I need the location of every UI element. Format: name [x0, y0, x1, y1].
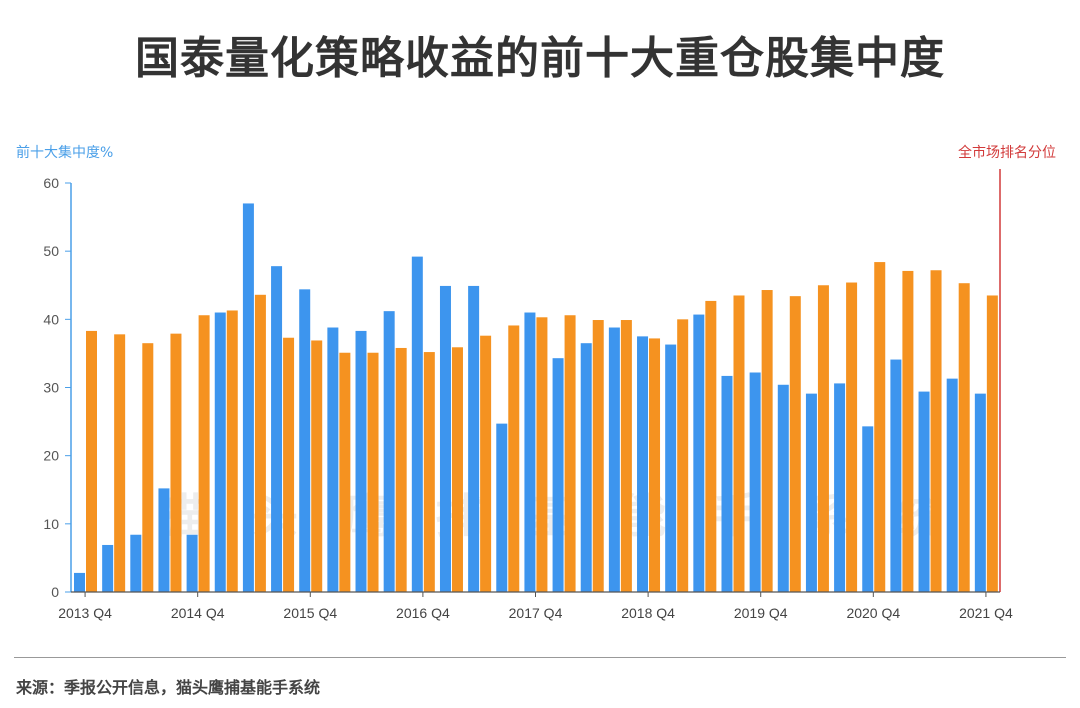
blue-bar [496, 423, 508, 592]
x-tick-label: 2019 Q4 [734, 605, 788, 621]
x-tick-label: 2013 Q4 [58, 605, 112, 621]
orange-bar [733, 295, 745, 592]
blue-bar [411, 256, 423, 592]
blue-bar [862, 426, 874, 592]
orange-bar [311, 340, 323, 592]
orange-bar [451, 347, 463, 592]
blue-bar [214, 312, 226, 592]
orange-bar [789, 296, 801, 592]
orange-bar [170, 333, 182, 592]
blue-bar [271, 266, 283, 592]
blue-bar [580, 343, 592, 592]
orange-bar [339, 352, 351, 592]
orange-bar [930, 270, 942, 592]
source-note: 来源：季报公开信息，猫头鹰捕基能手系统 [16, 678, 321, 697]
blue-bar [974, 393, 986, 592]
y-tick-label: 50 [43, 243, 59, 259]
right-axis-label: 全市场排名分位 [958, 145, 1056, 161]
orange-bar [367, 352, 379, 592]
blue-bar [693, 314, 705, 592]
orange-bar [198, 315, 210, 592]
y-tick-label: 0 [51, 584, 59, 600]
x-tick-label: 2021 Q4 [959, 605, 1013, 621]
blue-bar [130, 534, 142, 592]
chart-title: 国泰量化策略收益的前十大重仓股集中度 [135, 33, 945, 84]
blue-bar [805, 393, 817, 592]
orange-bar [705, 300, 717, 592]
orange-bar [226, 310, 238, 592]
orange-bar [677, 319, 689, 592]
blue-bar [918, 391, 930, 592]
blue-bar [721, 375, 733, 592]
orange-bar [761, 290, 773, 592]
orange-bar [649, 338, 661, 592]
blue-bar [524, 312, 536, 592]
blue-bar [777, 384, 789, 592]
blue-bar [299, 289, 311, 592]
orange-bar [423, 352, 435, 592]
blue-bar [439, 285, 451, 592]
blue-bar [242, 203, 254, 592]
blue-bar [552, 358, 564, 592]
y-tick-label: 20 [43, 448, 59, 464]
blue-bar [468, 285, 480, 592]
orange-bar [508, 325, 520, 592]
y-tick-label: 40 [43, 311, 59, 327]
x-tick-label: 2018 Q4 [621, 605, 675, 621]
blue-bar [327, 327, 339, 592]
orange-bar [817, 285, 829, 592]
orange-bar [142, 343, 154, 592]
y-tick-label: 30 [43, 380, 59, 396]
orange-bar [283, 337, 295, 592]
orange-bar [902, 270, 914, 592]
blue-bar [946, 378, 958, 592]
blue-bar [102, 544, 114, 592]
blue-bar [608, 327, 620, 592]
orange-bar [592, 320, 604, 592]
blue-bar [665, 344, 677, 592]
orange-bar [254, 294, 266, 592]
left-axis-label: 前十大集中度% [16, 145, 114, 161]
orange-bar [395, 347, 407, 592]
blue-bar [890, 359, 902, 592]
orange-bar [958, 283, 970, 592]
x-tick-label: 2016 Q4 [396, 605, 450, 621]
orange-bar [114, 334, 126, 592]
x-tick-label: 2014 Q4 [171, 605, 225, 621]
blue-bar [74, 572, 85, 592]
source-divider [14, 657, 1066, 658]
orange-bar [86, 330, 97, 592]
orange-bar [564, 315, 576, 592]
orange-bar [846, 282, 858, 592]
x-tick-label: 2020 Q4 [846, 605, 900, 621]
orange-bar [536, 317, 548, 592]
blue-bar [186, 534, 198, 592]
y-tick-label: 60 [43, 175, 59, 191]
blue-bar [637, 336, 649, 592]
bar-chart: 0 10 20 30 40 50 60 2013 Q4 2014 Q4 2015 Q4 2016 Q… [43, 169, 1013, 621]
orange-bar [480, 335, 492, 592]
blue-bar [383, 311, 395, 592]
x-tick-label: 2015 Q4 [283, 605, 337, 621]
blue-bar [158, 488, 170, 592]
x-tick-label: 2017 Q4 [509, 605, 563, 621]
blue-bar [834, 383, 846, 592]
orange-bar [874, 262, 886, 592]
orange-bar [986, 295, 998, 592]
orange-bar [620, 320, 632, 592]
y-tick-label: 10 [43, 516, 59, 532]
blue-bar [355, 330, 367, 592]
blue-bar [749, 372, 761, 592]
